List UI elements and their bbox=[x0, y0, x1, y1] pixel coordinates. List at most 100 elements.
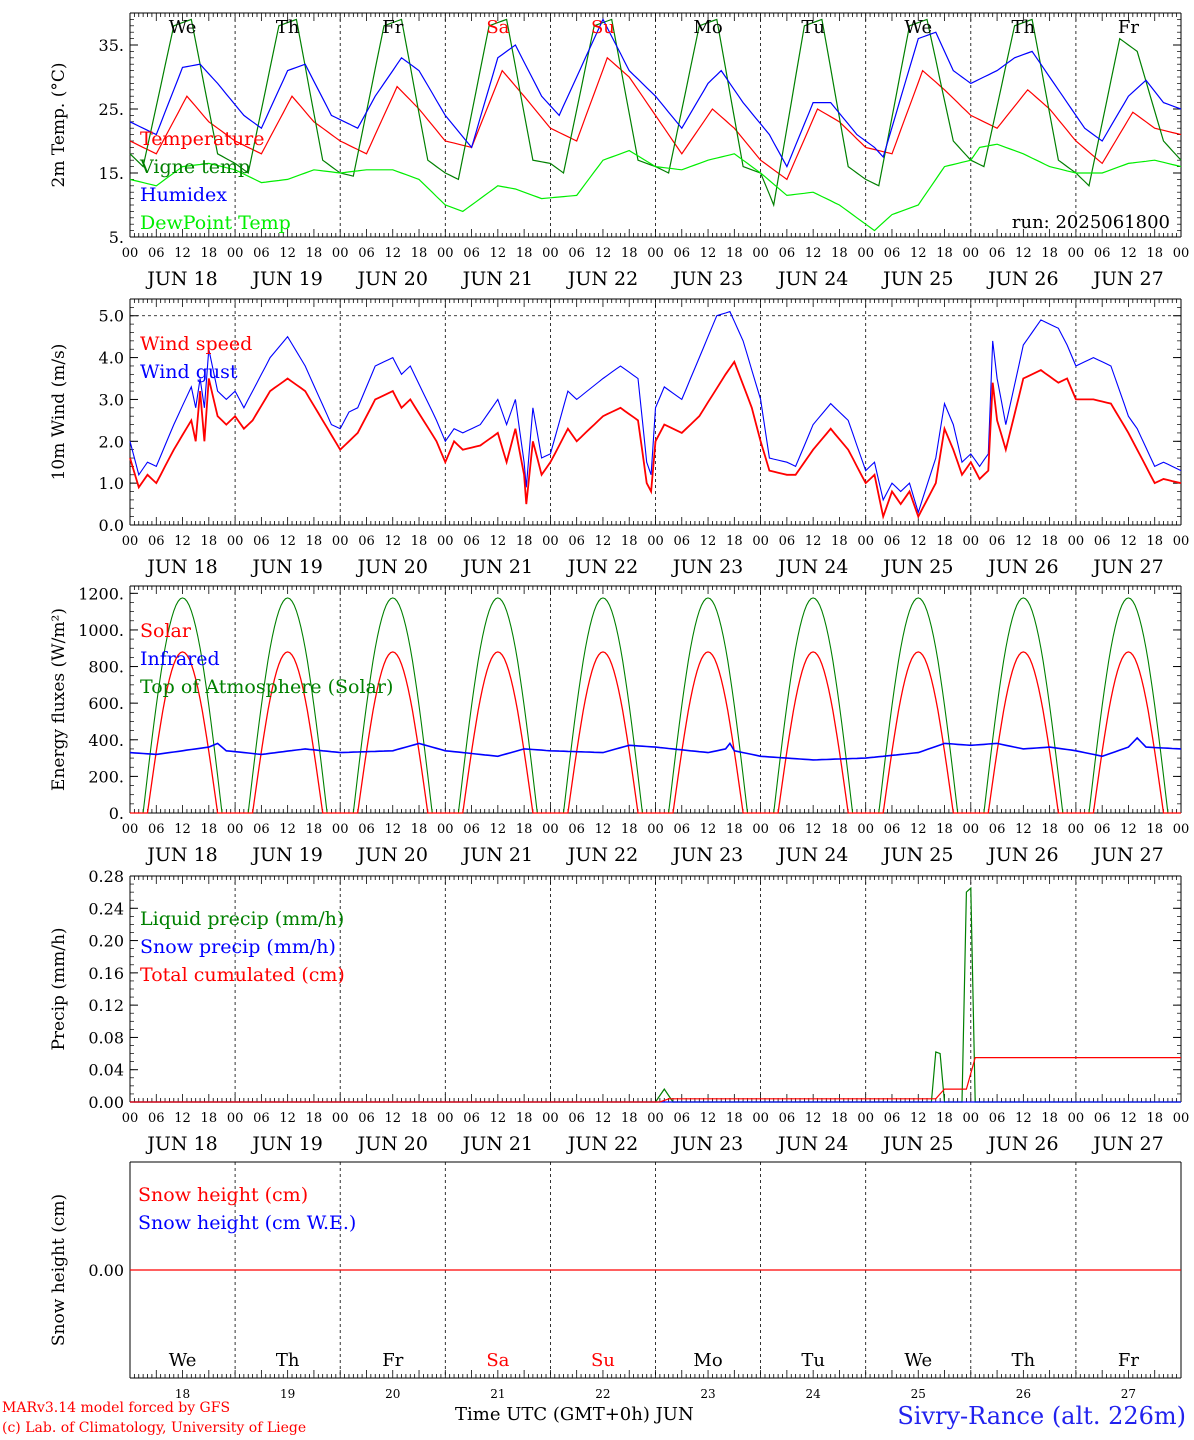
hour-label: 12 bbox=[384, 534, 401, 549]
hour-label: 12 bbox=[174, 534, 191, 549]
hour-label: 18 bbox=[621, 822, 638, 837]
hour-label: 06 bbox=[358, 246, 375, 261]
hour-label: 18 bbox=[1146, 534, 1163, 549]
hour-label: 06 bbox=[253, 822, 270, 837]
hour-label: 00 bbox=[857, 822, 874, 837]
hour-label: 12 bbox=[1015, 534, 1032, 549]
hour-label: 12 bbox=[1015, 1111, 1032, 1126]
x-axis-title: Time UTC (GMT+0h) JUN bbox=[455, 1404, 694, 1425]
legend-item: Wind gust bbox=[140, 361, 238, 383]
hour-label: 06 bbox=[884, 246, 901, 261]
hour-label: 00 bbox=[963, 822, 980, 837]
hour-label: 00 bbox=[1068, 246, 1085, 261]
hour-label: 12 bbox=[174, 246, 191, 261]
date-label: JUN 25 bbox=[881, 844, 953, 866]
y-tick-label: 400. bbox=[88, 731, 124, 750]
hour-label: 18 bbox=[306, 534, 323, 549]
date-label: JUN 23 bbox=[671, 844, 743, 866]
day-number: 23 bbox=[700, 1387, 715, 1401]
hour-label: 18 bbox=[1041, 534, 1058, 549]
hour-label: 18 bbox=[516, 1111, 533, 1126]
hour-label: 18 bbox=[621, 1111, 638, 1126]
date-label: JUN 27 bbox=[1091, 556, 1163, 578]
hour-label: 06 bbox=[568, 534, 585, 549]
hour-label: 00 bbox=[1068, 1111, 1085, 1126]
legend-item: Snow precip (mm/h) bbox=[140, 936, 336, 958]
hour-label: 18 bbox=[1146, 822, 1163, 837]
hour-label: 12 bbox=[490, 534, 507, 549]
day-name: We bbox=[169, 17, 197, 38]
day-number: 25 bbox=[911, 1387, 926, 1401]
hour-label: 18 bbox=[831, 1111, 848, 1126]
panel-3: Energy fluxes (W/m²) 0. 200. 400. 600. 800. 10… bbox=[49, 584, 1182, 823]
date-label: JUN 20 bbox=[356, 844, 428, 866]
date-label: JUN 21 bbox=[461, 268, 533, 290]
hour-label: 06 bbox=[674, 822, 691, 837]
hour-label: 18 bbox=[726, 534, 743, 549]
day-name: Th bbox=[1012, 1350, 1036, 1371]
hour-label: 00 bbox=[752, 534, 769, 549]
hour-label: 18 bbox=[1041, 246, 1058, 261]
day-name: We bbox=[169, 1350, 197, 1371]
hour-label: 00 bbox=[122, 822, 139, 837]
hour-label: 00 bbox=[647, 1111, 664, 1126]
footer-credit-1: MARv3.14 model forced by GFS bbox=[2, 1400, 231, 1416]
date-label: JUN 18 bbox=[145, 556, 217, 578]
hour-label: 12 bbox=[174, 822, 191, 837]
hour-label: 00 bbox=[1173, 822, 1190, 837]
legend-item: Top of Atmosphere (Solar) bbox=[140, 676, 393, 698]
date-label: JUN 25 bbox=[881, 1133, 953, 1155]
date-label: JUN 18 bbox=[145, 844, 217, 866]
hour-label: 06 bbox=[884, 1111, 901, 1126]
hour-label: 18 bbox=[201, 822, 218, 837]
y-axis-label: 2m Temp. (°C) bbox=[49, 62, 69, 187]
date-label: JUN 19 bbox=[250, 268, 322, 290]
y-tick-label: 5.0 bbox=[99, 307, 124, 326]
date-label: JUN 21 bbox=[461, 556, 533, 578]
legend-item: Liquid precip (mm/h) bbox=[140, 908, 344, 930]
y-tick-label: 0.20 bbox=[88, 932, 124, 951]
legend-item: Snow height (cm W.E.) bbox=[138, 1212, 356, 1234]
legend-item: Humidex bbox=[140, 184, 227, 206]
hour-label: 00 bbox=[1068, 822, 1085, 837]
day-name: Fr bbox=[382, 17, 403, 38]
hour-label: 18 bbox=[1146, 246, 1163, 261]
hour-label: 12 bbox=[490, 246, 507, 261]
hour-label: 00 bbox=[963, 246, 980, 261]
date-label: JUN 26 bbox=[986, 556, 1058, 578]
hour-label: 06 bbox=[253, 246, 270, 261]
day-number: 21 bbox=[490, 1387, 505, 1401]
hour-label: 18 bbox=[936, 822, 953, 837]
day-name: Fr bbox=[1118, 17, 1139, 38]
date-label: JUN 27 bbox=[1091, 1133, 1163, 1155]
hour-label: 00 bbox=[542, 534, 559, 549]
hour-label: 12 bbox=[384, 1111, 401, 1126]
legend-item: Temperature bbox=[140, 128, 264, 150]
hour-label: 18 bbox=[936, 1111, 953, 1126]
hour-label: 12 bbox=[1015, 246, 1032, 261]
hour-label: 00 bbox=[332, 1111, 349, 1126]
hour-label: 06 bbox=[568, 1111, 585, 1126]
y-tick-label: 0.04 bbox=[88, 1061, 124, 1080]
hour-label: 12 bbox=[595, 1111, 612, 1126]
hour-label: 06 bbox=[463, 534, 480, 549]
date-label: JUN 25 bbox=[881, 268, 953, 290]
hour-label: 06 bbox=[148, 1111, 165, 1126]
hour-label: 06 bbox=[989, 246, 1006, 261]
y-tick-label: 0.28 bbox=[88, 867, 124, 886]
hour-label: 18 bbox=[936, 246, 953, 261]
y-tick-label: 1200. bbox=[78, 584, 124, 603]
hour-label: 00 bbox=[227, 1111, 244, 1126]
day-name: Tu bbox=[801, 17, 825, 38]
hour-label: 00 bbox=[1173, 1111, 1190, 1126]
hour-label: 06 bbox=[1094, 822, 1111, 837]
y-tick-label: 0.00 bbox=[88, 1261, 124, 1280]
series-solar bbox=[130, 651, 1181, 814]
day-name: Th bbox=[276, 1350, 300, 1371]
y-axis-label: 10m Wind (m/s) bbox=[49, 344, 69, 481]
y-tick-label: 600. bbox=[88, 694, 124, 713]
hour-label: 12 bbox=[384, 822, 401, 837]
day-name: Th bbox=[1012, 17, 1036, 38]
hour-label: 12 bbox=[279, 822, 296, 837]
hour-label: 00 bbox=[963, 1111, 980, 1126]
